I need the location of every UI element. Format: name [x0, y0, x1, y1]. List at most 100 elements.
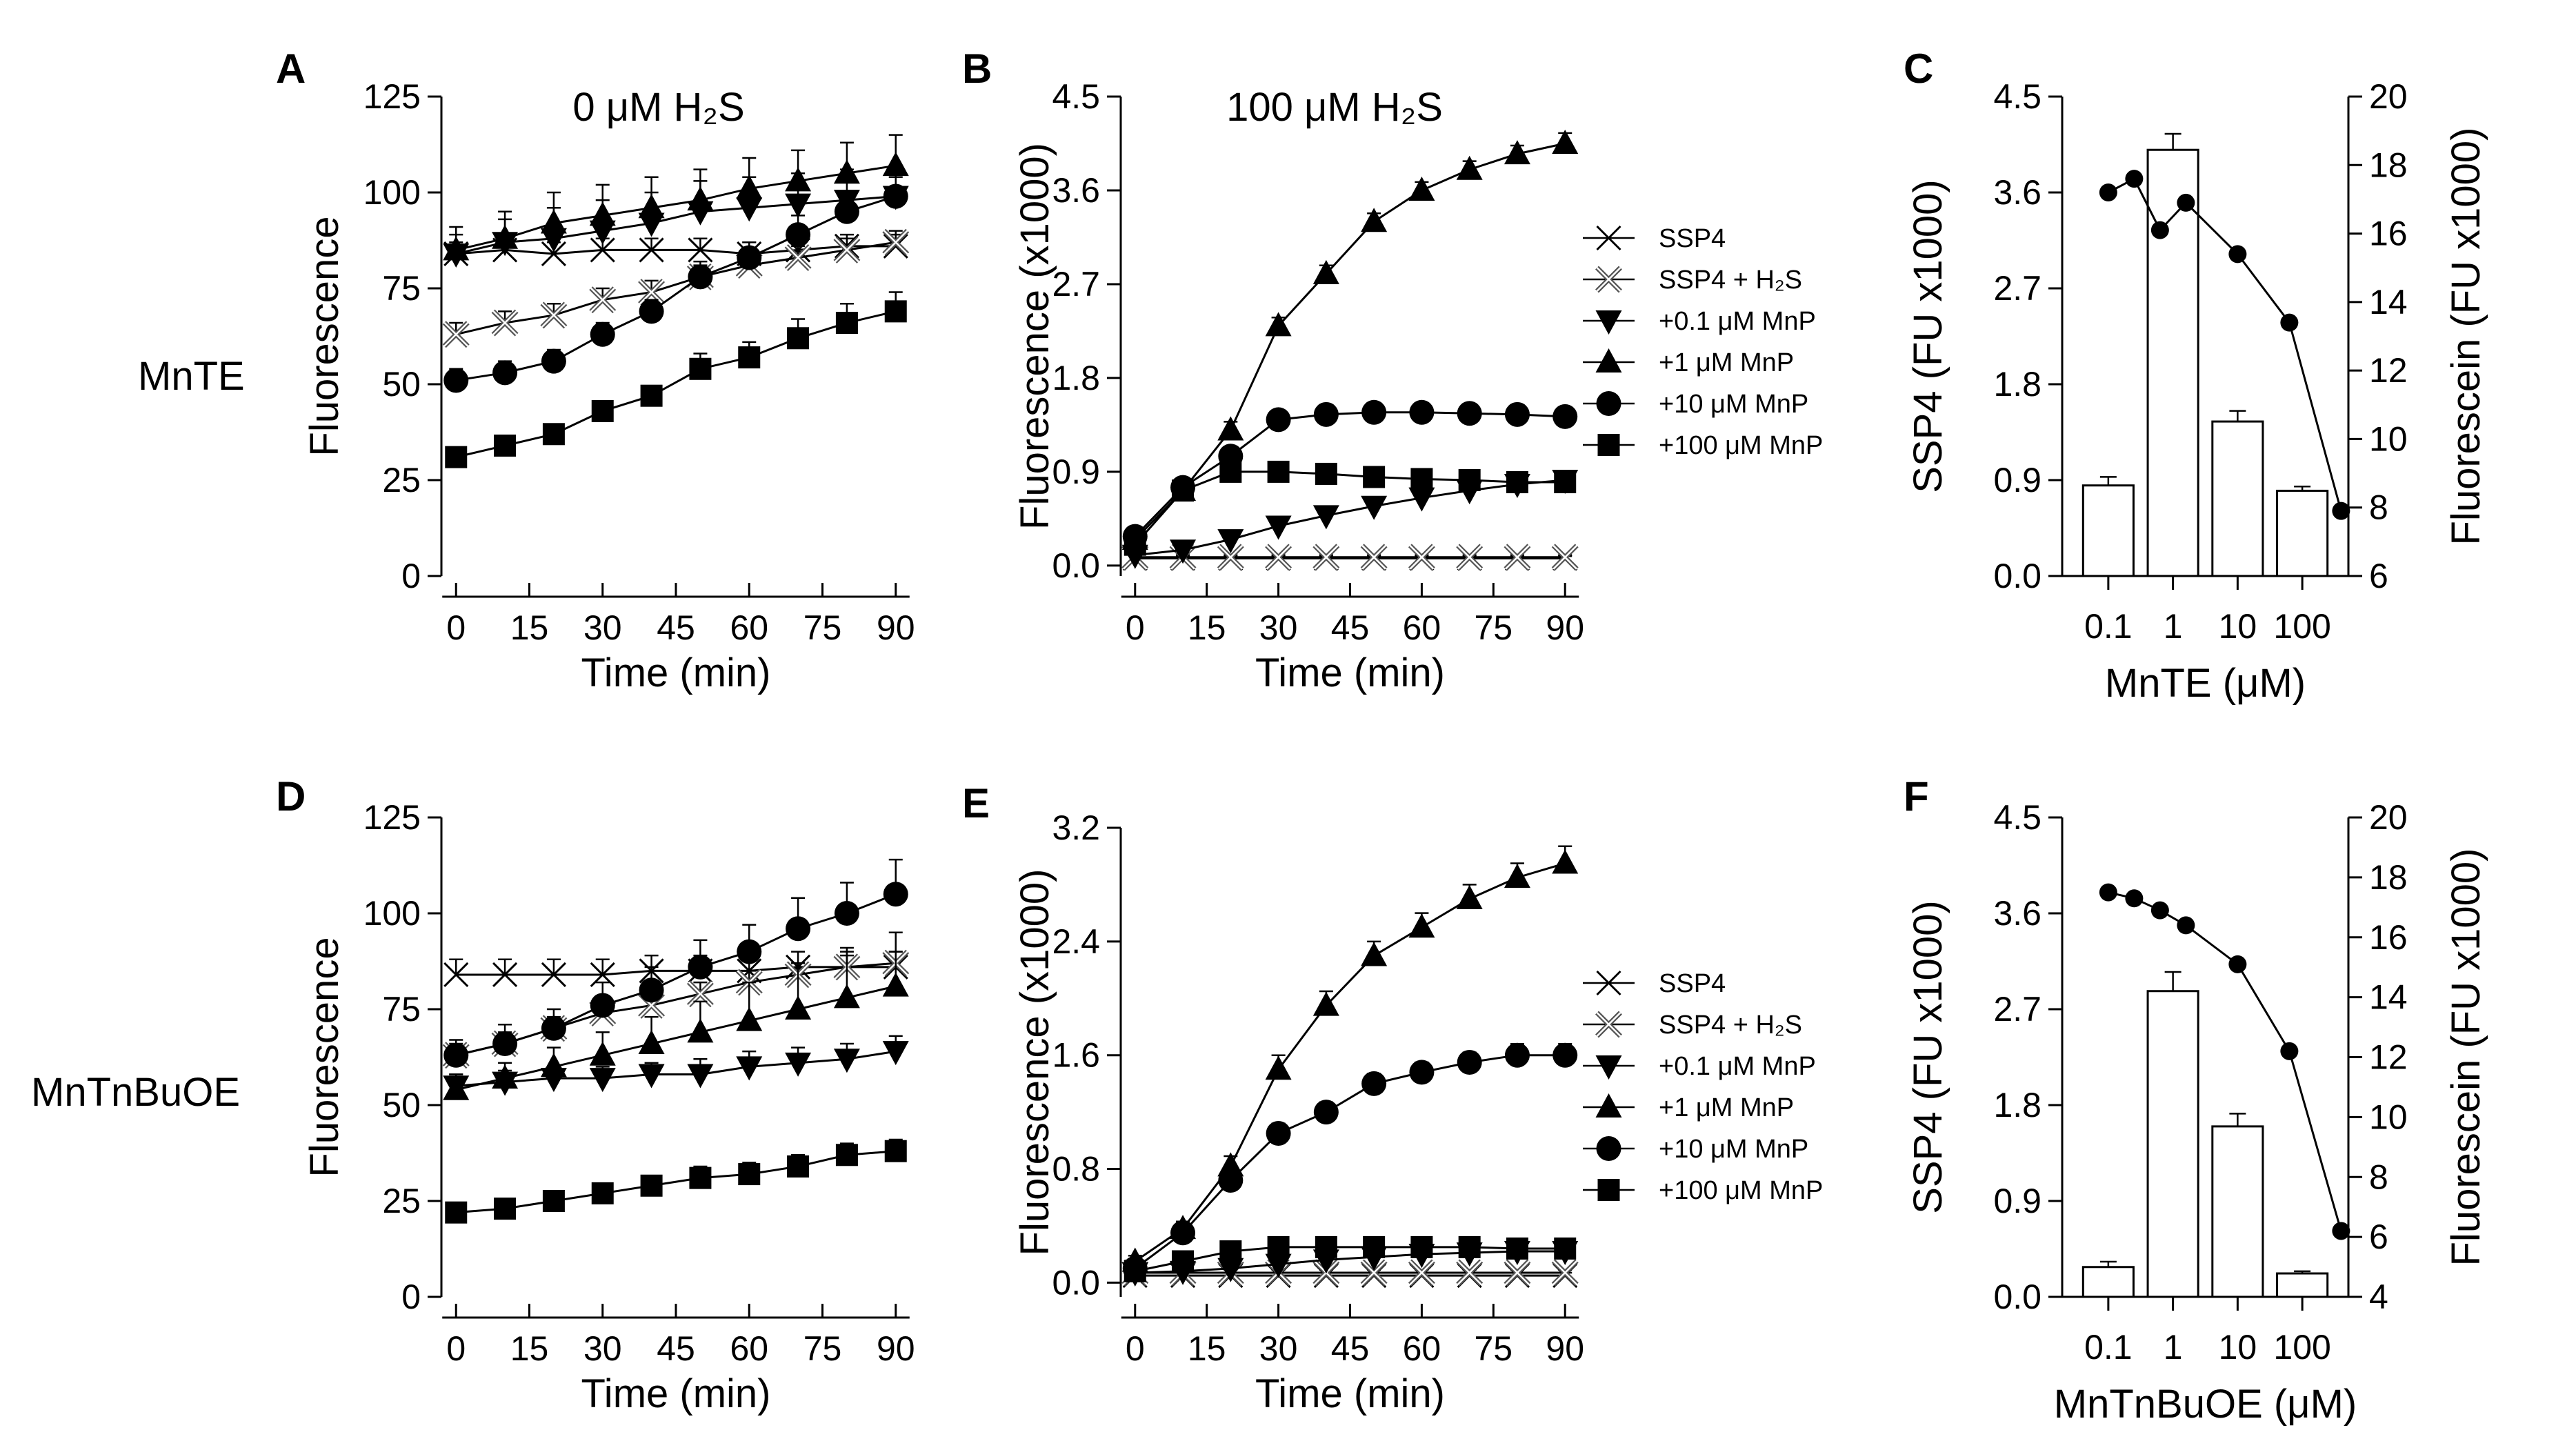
x-tick-label: 75 — [1475, 608, 1513, 647]
panel-letter: C — [1904, 46, 1933, 92]
legend-marker — [1595, 310, 1622, 335]
y-right-tick-label: 14 — [2369, 978, 2408, 1017]
data-point — [1408, 913, 1435, 938]
data-point — [785, 193, 812, 218]
data-point — [589, 201, 616, 226]
data-point — [1506, 1237, 1528, 1260]
data-point — [640, 384, 663, 407]
y-right-tick-label: 14 — [2369, 283, 2408, 321]
data-point-inner — [492, 310, 517, 335]
y-right-tick-label: 8 — [2369, 1158, 2388, 1196]
data-point — [1504, 1042, 1530, 1068]
data-point — [443, 962, 469, 988]
y-tick-label: 2.7 — [1993, 990, 2041, 1029]
data-point — [1361, 495, 1388, 520]
data-point — [492, 1064, 519, 1089]
fluorescein-point — [2280, 1042, 2299, 1060]
data-point — [590, 962, 615, 988]
y-axis-title: SSP4 (FU x1000) — [1906, 179, 1950, 493]
data-point — [688, 954, 713, 980]
series-line — [455, 164, 896, 251]
data-point — [883, 233, 908, 259]
data-point — [1409, 399, 1435, 425]
x-axis-title: Time (min) — [1255, 650, 1445, 695]
y-axis-title: Fluorescence — [302, 937, 347, 1177]
panel-d: D 0 25 50 75 100 125 0 15 30 45 60 75 90 Time (min) Flu… — [276, 773, 915, 1416]
series-5 — [1124, 460, 1577, 556]
data-point-inner — [1457, 544, 1482, 570]
series-line — [1134, 862, 1566, 1262]
series-line — [455, 985, 897, 1091]
data-point — [1457, 401, 1482, 426]
data-point — [591, 1182, 614, 1204]
y-tick-label: 125 — [363, 798, 421, 837]
data-point — [639, 977, 664, 1003]
bar — [2146, 148, 2199, 577]
x-tick-label: 0 — [446, 1329, 466, 1368]
data-point-inner — [1552, 1260, 1578, 1285]
panel-letter: D — [276, 773, 306, 820]
series-4 — [443, 176, 908, 393]
data-point — [1552, 1042, 1578, 1068]
y-tick-label: 125 — [363, 77, 421, 116]
series-5 — [445, 1138, 907, 1224]
x-tick-label: 45 — [657, 1329, 695, 1368]
x-tick-label: 30 — [583, 1329, 622, 1368]
data-point — [1312, 505, 1339, 530]
x-axis-title: Time (min) — [1255, 1371, 1445, 1416]
y-tick-label: 4.5 — [1052, 77, 1100, 116]
data-point — [590, 993, 615, 1018]
y-tick-label: 0.0 — [1052, 1263, 1100, 1302]
data-point-inner — [1313, 544, 1339, 570]
data-point-inner — [443, 321, 469, 347]
y-tick-label: 0.0 — [1052, 546, 1100, 585]
x-tick-label: 90 — [1546, 608, 1584, 647]
data-point — [687, 1064, 714, 1089]
data-point — [1218, 1168, 1244, 1193]
data-point — [737, 245, 762, 270]
data-point — [1124, 533, 1146, 556]
legend-entry: +1 μM MnP — [1659, 348, 1794, 377]
x-tick-label: 0 — [446, 608, 466, 647]
data-point — [1408, 176, 1435, 201]
data-point — [1265, 312, 1292, 337]
fluorescein-point — [2177, 916, 2195, 935]
data-point — [1504, 864, 1530, 888]
data-point — [494, 434, 517, 457]
data-point — [542, 1190, 565, 1212]
data-point — [738, 1163, 761, 1186]
data-point — [738, 346, 761, 369]
x-tick-label: 60 — [730, 608, 768, 647]
fluorescein-point — [2280, 313, 2299, 332]
x-axis-title: Time (min) — [581, 650, 771, 695]
data-point — [688, 237, 713, 263]
row-label-mnte: MnTE — [138, 354, 245, 399]
series-line — [455, 893, 897, 1057]
series-3 — [443, 931, 909, 1100]
fluorescein-point — [2099, 183, 2117, 201]
data-point — [494, 1198, 517, 1220]
y-tick-label: 1.6 — [1052, 1036, 1100, 1075]
legend-entry: SSP4 — [1659, 224, 1726, 253]
data-point — [492, 962, 518, 988]
panel-letter: F — [1904, 773, 1929, 820]
y-right-tick-label: 18 — [2369, 858, 2408, 897]
x-tick-label: 90 — [877, 608, 915, 647]
data-point — [589, 220, 616, 245]
legend-entry: SSP4 + H₂S — [1659, 266, 1802, 295]
data-point — [1315, 462, 1337, 485]
data-point — [1172, 479, 1195, 502]
data-point — [1265, 1055, 1292, 1080]
data-point — [1410, 468, 1433, 490]
y-tick-label: 75 — [382, 269, 421, 308]
y-axis-title-right: Fluorescein (FU x1000) — [2444, 128, 2488, 546]
data-point — [687, 186, 714, 211]
data-point — [590, 237, 615, 263]
data-point — [785, 167, 812, 192]
x-tick-label: 30 — [1259, 1329, 1298, 1368]
data-point-inner — [835, 237, 859, 263]
data-point — [589, 1068, 616, 1093]
data-point — [591, 399, 614, 422]
data-point — [736, 1006, 763, 1031]
series-line — [456, 195, 897, 381]
